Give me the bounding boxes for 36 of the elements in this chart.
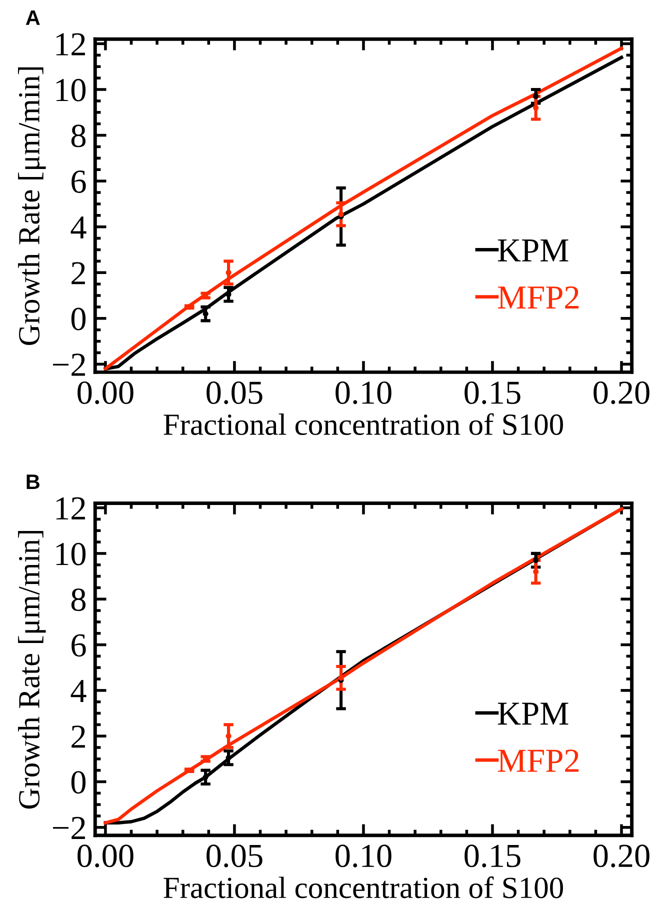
y-tick-label: 6 (72, 170, 86, 193)
y-tick-label: 4 (70, 216, 86, 238)
x-axis-title: Fractional concentration of S100 (164, 876, 563, 898)
y-tick-label: 8 (71, 124, 86, 148)
y-axis-title: Growth Rate [μm/min] (18, 67, 46, 345)
x-tick-label: 0.05 (206, 844, 262, 868)
text: B (26, 474, 40, 489)
y-tick-label: 12 (56, 33, 85, 56)
y-tick-label: 2 (72, 262, 85, 284)
y-tick-label: −2 (53, 354, 85, 376)
y-tick-label: 10 (56, 78, 86, 102)
y-axis-title: Growth Rate [μm/min] (18, 531, 46, 809)
x-tick-label: 0.10 (336, 381, 392, 404)
x-tick-label: 0.05 (206, 381, 262, 404)
x-tick-label: 0.20 (594, 381, 650, 404)
x-tick-label: 0.00 (78, 844, 134, 868)
y-tick-label: 12 (56, 497, 85, 520)
legend-label: KPM (498, 240, 568, 262)
x-axis-title: Fractional concentration of S100 (164, 413, 563, 436)
y-tick-label: 4 (70, 680, 86, 702)
y-tick-label: 6 (72, 634, 86, 657)
x-tick-label: 0.20 (594, 844, 650, 868)
x-tick-label: 0.15 (464, 381, 520, 404)
y-tick-label: 0 (71, 771, 86, 794)
y-tick-label: 2 (72, 726, 85, 748)
legend-label: MFP2 (498, 750, 579, 772)
x-tick-label: 0.10 (336, 844, 392, 868)
x-tick-label: 0.15 (464, 844, 520, 868)
y-tick-label: 10 (56, 542, 86, 566)
x-tick-label: 0.00 (78, 381, 134, 404)
y-tick-label: 8 (71, 588, 86, 611)
text: A (26, 10, 40, 25)
y-tick-label: 0 (71, 308, 86, 330)
y-tick-label: −2 (53, 816, 85, 839)
legend-label: MFP2 (498, 286, 579, 308)
legend-label: KPM (498, 702, 568, 725)
